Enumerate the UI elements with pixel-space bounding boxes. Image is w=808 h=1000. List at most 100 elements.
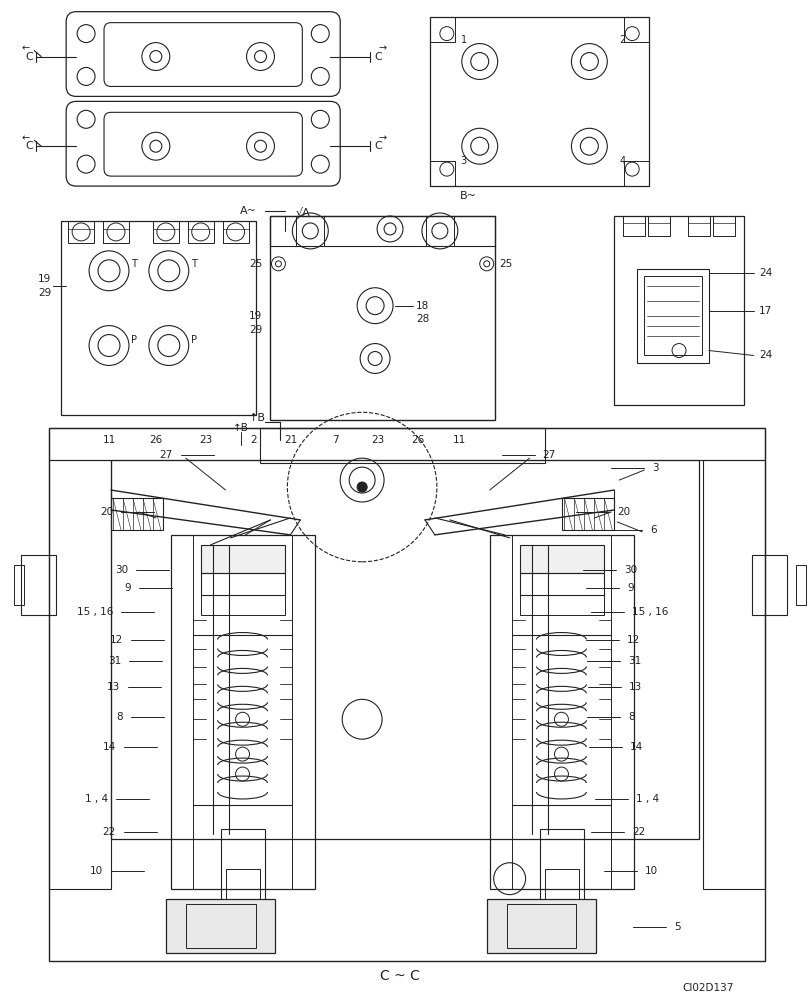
Bar	[271, 216, 494, 246]
Text: 26: 26	[411, 435, 424, 445]
Text: C: C	[374, 141, 382, 151]
Bar	[426, 216, 454, 246]
Text: 19: 19	[249, 311, 263, 321]
Text: 29: 29	[249, 325, 263, 335]
Text: ←: ←	[21, 44, 29, 54]
Text: 28: 28	[416, 314, 429, 324]
Text: √A: √A	[296, 208, 311, 218]
Bar	[61, 221, 255, 415]
Text: T: T	[131, 259, 137, 269]
Text: C: C	[374, 52, 382, 62]
Bar	[562, 498, 614, 530]
Text: →: →	[378, 133, 386, 143]
Text: 2: 2	[619, 35, 625, 45]
Bar	[111, 498, 163, 530]
Text: 9: 9	[124, 583, 131, 593]
Text: 4: 4	[619, 156, 625, 166]
Bar	[688, 216, 710, 236]
Text: ↑B: ↑B	[233, 423, 249, 433]
Text: 31: 31	[629, 656, 642, 666]
Text: 22: 22	[632, 827, 646, 837]
Text: 31: 31	[107, 656, 121, 666]
Bar	[103, 221, 129, 243]
Text: 10: 10	[645, 866, 659, 876]
Text: C ~ C: C ~ C	[380, 969, 420, 983]
Text: 30: 30	[115, 565, 128, 575]
Text: 26: 26	[149, 435, 162, 445]
Text: 13: 13	[107, 682, 120, 692]
Bar	[187, 221, 213, 243]
Text: 3: 3	[461, 156, 467, 166]
Text: 6: 6	[650, 525, 657, 535]
Text: 18: 18	[416, 301, 429, 311]
Bar	[540, 829, 584, 909]
Text: 13: 13	[629, 682, 642, 692]
Text: 20: 20	[100, 507, 113, 517]
Text: 25: 25	[499, 259, 513, 269]
Bar	[225, 869, 260, 919]
Bar	[153, 221, 179, 243]
Text: 29: 29	[38, 288, 51, 298]
Text: 11: 11	[103, 435, 116, 445]
Bar	[520, 595, 604, 615]
Text: C: C	[25, 52, 33, 62]
Bar	[545, 869, 579, 919]
Text: 25: 25	[249, 259, 263, 269]
Bar	[200, 595, 285, 615]
Text: 12: 12	[110, 635, 123, 645]
Circle shape	[357, 482, 367, 492]
Bar	[271, 216, 494, 420]
Bar	[297, 216, 324, 246]
Bar	[15, 565, 24, 605]
Bar	[511, 535, 612, 889]
Text: 15 , 16: 15 , 16	[632, 607, 668, 617]
Bar	[221, 829, 266, 909]
Text: P: P	[191, 335, 196, 345]
Text: 9: 9	[627, 583, 633, 593]
Bar	[644, 276, 702, 355]
Text: 11: 11	[453, 435, 466, 445]
Bar	[520, 573, 604, 595]
Bar	[703, 460, 764, 889]
Text: 5: 5	[674, 922, 680, 932]
Bar	[623, 216, 645, 236]
Bar	[260, 428, 545, 463]
Text: 10: 10	[90, 866, 103, 876]
Text: C: C	[25, 141, 33, 151]
Bar	[614, 216, 744, 405]
Text: 24: 24	[759, 350, 772, 360]
Bar	[796, 565, 806, 605]
Bar	[200, 545, 285, 573]
Bar	[648, 216, 670, 236]
Bar	[200, 573, 285, 595]
Text: 8: 8	[629, 712, 635, 722]
Text: 24: 24	[759, 268, 772, 278]
Text: 23: 23	[372, 435, 385, 445]
Bar	[638, 269, 709, 363]
Bar	[430, 17, 455, 42]
Bar	[49, 428, 764, 460]
Bar	[111, 460, 699, 839]
Bar	[166, 899, 276, 953]
Bar	[49, 428, 764, 961]
Text: 1: 1	[461, 35, 467, 45]
Bar	[486, 899, 596, 953]
Bar	[430, 17, 649, 186]
Bar	[520, 545, 604, 573]
Text: 30: 30	[625, 565, 638, 575]
Bar	[751, 555, 787, 615]
Bar	[430, 161, 455, 186]
Text: CI02D137: CI02D137	[683, 983, 734, 993]
Bar	[507, 904, 576, 948]
Text: 3: 3	[652, 463, 659, 473]
Bar	[223, 221, 249, 243]
Text: 12: 12	[627, 635, 641, 645]
Text: B~: B~	[460, 191, 477, 201]
Text: 22: 22	[103, 827, 116, 837]
Bar	[713, 216, 734, 236]
Bar	[625, 17, 649, 42]
Bar	[21, 555, 57, 615]
Text: P: P	[131, 335, 137, 345]
Text: 27: 27	[159, 450, 173, 460]
Bar	[490, 535, 634, 889]
